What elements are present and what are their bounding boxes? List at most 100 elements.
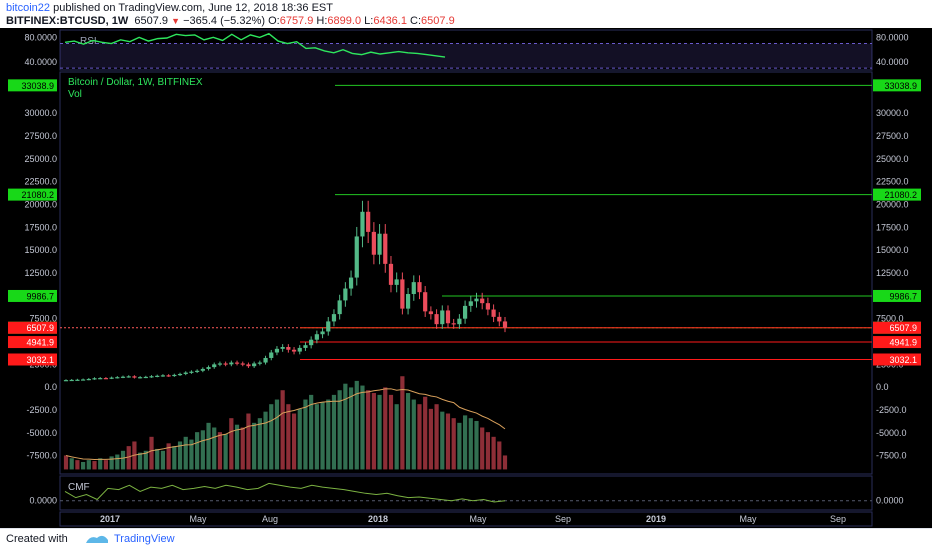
volume-bar	[491, 436, 496, 470]
volume-bar	[138, 452, 143, 470]
volume-ma-line	[65, 388, 506, 460]
volume-bar	[326, 399, 331, 470]
candle-body	[366, 211, 371, 232]
volume-bar	[314, 404, 319, 470]
volume-bar	[206, 422, 211, 470]
volume-bar	[217, 432, 223, 470]
candle-body	[423, 292, 428, 312]
volume-bar	[229, 418, 234, 470]
volume-bar	[115, 454, 120, 470]
candle-body	[331, 314, 337, 322]
candle-body	[263, 357, 268, 363]
candle-body	[195, 370, 200, 372]
candle-body	[69, 379, 74, 382]
candle-body	[326, 321, 331, 332]
volume-bar	[497, 441, 502, 470]
candle-body	[172, 374, 177, 377]
price-subtitle: Vol	[68, 89, 82, 100]
volume-bar	[120, 450, 126, 470]
volume-bar	[445, 413, 451, 470]
price-right-tick: 12500.0	[876, 268, 909, 278]
volume-bar	[200, 430, 205, 470]
tradingview-brand-link[interactable]: TradingView	[114, 533, 175, 545]
volume-bar	[92, 461, 97, 470]
price-flag-right-label: 6507.9	[889, 323, 917, 333]
low-value: 6436.1	[373, 15, 407, 27]
price-left-tick: 25000.0	[24, 154, 57, 164]
price-flag-right	[873, 289, 921, 302]
volume-bar	[234, 424, 240, 470]
chart-header-line-2: BITFINEX:BTCUSD, 1W 6507.9 ▼ −365.4 (−5.…	[6, 15, 455, 27]
volume-bar	[81, 461, 86, 470]
price-flag-left-label: 9986.7	[26, 291, 54, 301]
created-with-text: Created with	[6, 533, 68, 545]
price-flag-left-label: 6507.9	[26, 323, 54, 333]
volume-bar	[98, 458, 103, 470]
candle-body	[183, 372, 188, 374]
volume-bar	[394, 404, 399, 470]
price-flag-left-label: 33038.9	[21, 81, 54, 91]
volume-bar	[143, 450, 148, 470]
candle-body	[400, 279, 405, 309]
candle-body	[274, 348, 280, 353]
candle-body	[160, 375, 166, 377]
candle-body	[269, 352, 274, 358]
volume-bar	[160, 450, 166, 470]
candle-body	[343, 288, 348, 301]
price-title: Bitcoin / Dollar, 1W, BITFINEX	[68, 77, 203, 88]
price-flag-right-label: 4941.9	[889, 338, 917, 348]
volume-bar	[246, 413, 251, 470]
time-axis-label: 2019	[646, 514, 666, 524]
price-left-tick: 27500.0	[24, 131, 57, 141]
candle-body	[92, 378, 97, 380]
candle-body	[383, 233, 388, 264]
price-right-tick: 25000.0	[876, 154, 909, 164]
candle-body	[468, 301, 473, 306]
volume-bar	[303, 399, 308, 470]
price-left-tick: 7500.0	[29, 314, 57, 324]
volume-bar	[309, 394, 314, 470]
candle-body	[75, 379, 80, 381]
volume-bar	[63, 455, 69, 470]
rsi-left-tick: 40.0000	[24, 57, 57, 67]
volume-bar	[223, 434, 228, 470]
volume-bar	[183, 436, 188, 470]
price-frame	[59, 71, 873, 475]
candle-body	[337, 300, 342, 315]
time-axis-label: May	[469, 514, 487, 524]
candle-body	[212, 364, 217, 368]
price-flag-left	[8, 353, 57, 366]
cmf-series-line	[64, 482, 506, 503]
price-flag-right	[873, 353, 921, 366]
volume-bar	[331, 394, 337, 470]
volume-bar	[377, 394, 382, 470]
candle-body	[81, 379, 86, 381]
volume-bar	[366, 390, 371, 470]
candle-body	[120, 376, 126, 378]
high-label: H:	[316, 15, 328, 27]
close-label: C:	[410, 15, 422, 27]
price-right-tick: 17500.0	[876, 222, 909, 232]
candle-body	[246, 364, 251, 367]
volume-bar	[337, 390, 342, 470]
cmf-pane: CMF 0.0000 0.0000	[29, 475, 904, 511]
author-link[interactable]: bitcoin22	[6, 2, 51, 14]
candle-body	[286, 347, 291, 350]
open-value: 6757.9	[279, 15, 314, 27]
price-left-tick: -5000.0	[26, 428, 57, 438]
volume-bar	[348, 387, 354, 470]
price-flag-right-label: 21080.2	[884, 190, 917, 200]
candle-body	[428, 311, 433, 315]
price-flag-left-label: 21080.2	[21, 190, 54, 200]
tradingview-logo-icon	[86, 535, 108, 543]
price-flag-right	[873, 336, 921, 349]
candle-body	[348, 277, 354, 289]
symbol-label: BITFINEX:BTCUSD, 1W	[6, 15, 129, 27]
candle-body	[223, 363, 228, 365]
candle-body	[405, 294, 411, 309]
candle-body	[103, 378, 109, 380]
volume-bar	[457, 422, 462, 470]
volume-bar	[480, 427, 485, 470]
